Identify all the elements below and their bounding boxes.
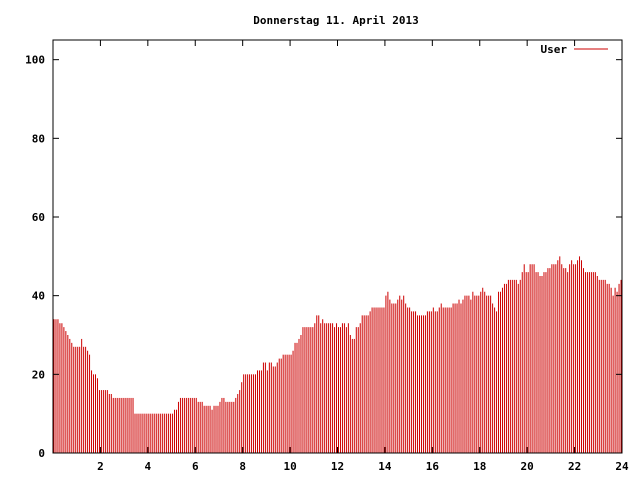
legend-label: User [541,43,568,56]
x-tick-label: 10 [283,460,296,473]
plot-frame [52,39,623,454]
y-tick-label: 80 [32,132,45,145]
y-tick-label: 20 [32,368,45,381]
y-tick-label: 60 [32,211,45,224]
x-axis: 2 4 6 8 10 12 14 16 18 20 22 24 [97,40,629,473]
chart-title: Donnerstag 11. April 2013 [253,14,419,27]
x-tick-label: 4 [145,460,152,473]
x-tick-label: 12 [331,460,344,473]
x-tick-label: 6 [192,460,199,473]
x-tick-label: 8 [239,460,246,473]
y-tick-label: 0 [38,447,45,460]
x-tick-label: 20 [521,460,534,473]
x-tick-label: 18 [473,460,486,473]
x-tick-label: 22 [568,460,581,473]
x-tick-label: 16 [426,460,440,473]
y-tick-label: 40 [32,290,45,303]
x-tick-label: 2 [97,460,104,473]
y-axis: 0 20 40 60 80 100 [25,54,622,460]
y-tick-label: 100 [25,54,45,67]
bars-group [53,256,622,453]
x-tick-label: 24 [615,460,629,473]
legend: User [541,43,608,56]
x-tick-label: 14 [378,460,392,473]
